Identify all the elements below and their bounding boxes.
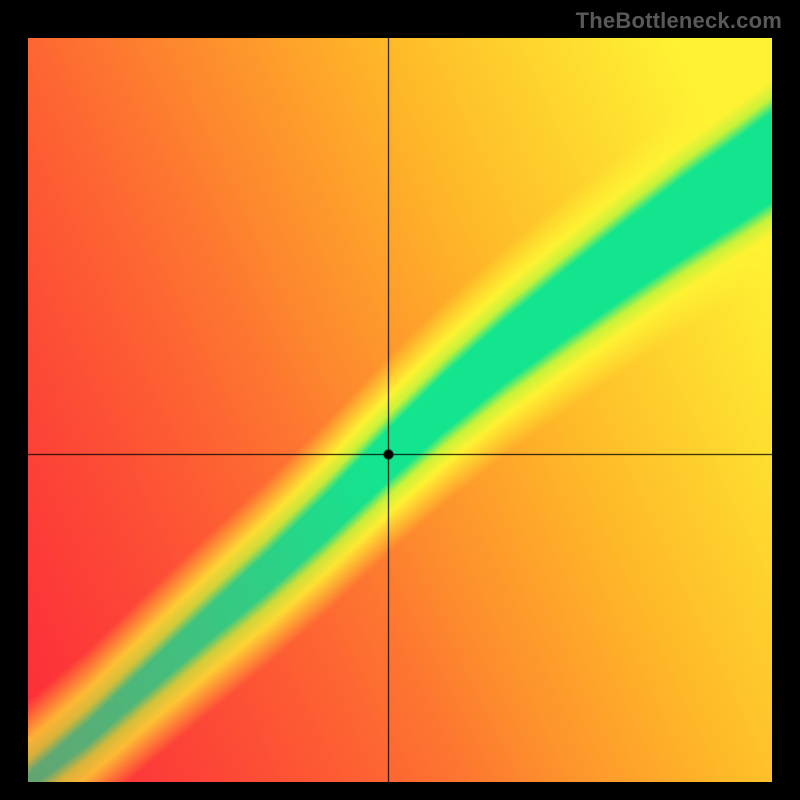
heatmap-plot [28, 38, 772, 782]
watermark-text: TheBottleneck.com [576, 8, 782, 34]
heatmap-canvas [28, 38, 772, 782]
chart-container: TheBottleneck.com [0, 0, 800, 800]
